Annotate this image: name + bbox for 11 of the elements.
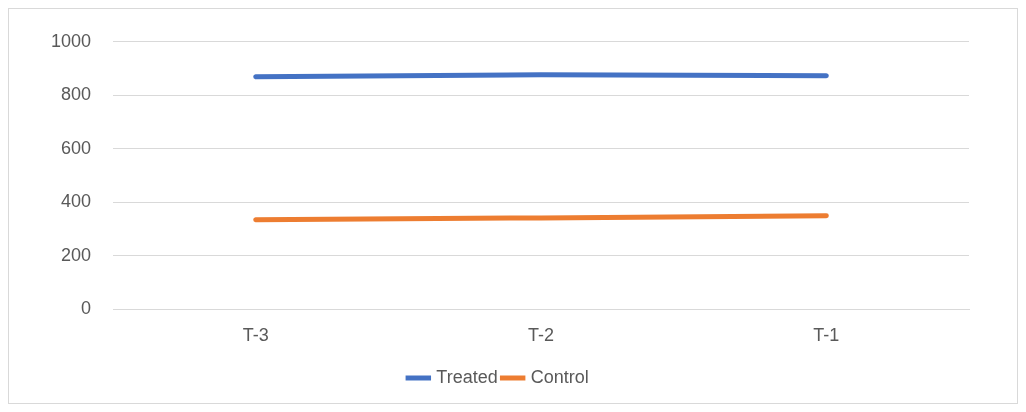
legend-label: Control [530, 366, 589, 387]
y-tick-label: 1000 [51, 30, 92, 51]
x-tick-label: T-1 [813, 325, 840, 346]
y-tick-label: 0 [81, 298, 92, 319]
y-tick-label: 200 [61, 244, 92, 265]
y-tick-label: 800 [61, 84, 92, 105]
legend-label: Treated [436, 366, 498, 387]
y-tick-label: 600 [61, 137, 92, 158]
x-tick-label: T-3 [242, 325, 269, 346]
y-tick-label: 400 [61, 191, 92, 212]
x-tick-label: T-2 [528, 325, 555, 346]
